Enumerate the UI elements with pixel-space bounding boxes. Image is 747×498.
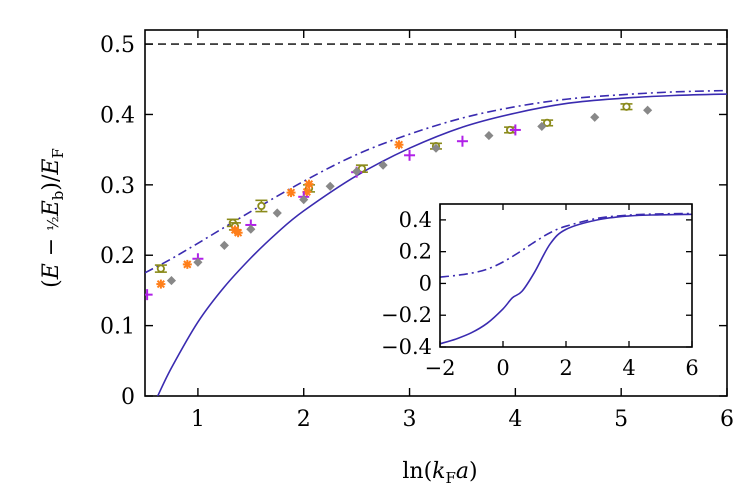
main-plot-border: [144, 29, 728, 397]
y-tick-label: 0.4: [100, 103, 135, 128]
inset-y-tick-label: 0: [419, 271, 432, 295]
y-axis-label: (E − ½Eb)/EF: [39, 148, 67, 288]
gray-diamond-point: [193, 257, 203, 267]
gray-diamond-point: [590, 112, 600, 122]
gray-diamond-point: [378, 160, 388, 170]
main-series: [145, 43, 727, 396]
olive-point: [154, 264, 167, 273]
inset-x-tick-label: −2: [425, 356, 456, 380]
x-tick-label: 3: [403, 407, 417, 432]
magenta-plus-point: [456, 135, 468, 147]
main-ticks: 1 2 3 4 5 6 0 0.1 0.2 0.3 0.4 0.5: [100, 30, 734, 432]
x-tick-label: 1: [191, 407, 205, 432]
gray-diamond-point: [643, 105, 653, 115]
main-dashdot-curve: [145, 89, 727, 274]
gray-diamond-point: [431, 143, 441, 153]
gray-diamond-point: [537, 121, 547, 131]
inset-y-tick-label: −0.2: [381, 303, 432, 327]
inset-x-tick-label: 2: [559, 356, 572, 380]
inset-dashdot-curve: [440, 212, 692, 278]
y-tick-label: 0.5: [100, 33, 135, 58]
inset-series: [440, 212, 692, 345]
x-tick-label: 2: [297, 407, 311, 432]
inset-solid-curve: [440, 213, 692, 345]
gray-diamond-point: [484, 131, 494, 141]
inset-x-tick-label: 4: [622, 356, 635, 380]
y-tick-label: 0.3: [100, 174, 135, 199]
y-tick-label: 0: [121, 385, 135, 410]
gray-diamond-point: [166, 276, 177, 286]
main-plot-frame: [144, 29, 728, 397]
inset-x-tick-label: 6: [685, 356, 698, 380]
inset-plot: −2 0 2 4 6 −0.4 −0.2 0 0.2 0.4: [381, 198, 716, 387]
inset-y-tick-label: 0.4: [399, 208, 432, 232]
x-tick-label: 4: [508, 407, 522, 432]
gray-diamond-point: [219, 240, 229, 250]
inset-background: [382, 198, 716, 387]
x-tick-label: 5: [614, 407, 628, 432]
inset-y-tick-label: −0.4: [381, 335, 432, 359]
gray-diamond-point: [299, 195, 309, 205]
y-tick-label: 0.1: [100, 315, 135, 340]
orange-star-point: [233, 228, 243, 238]
magenta-plus-point: [404, 149, 416, 161]
gray-diamond-point: [325, 181, 335, 191]
orange-star-point: [182, 259, 192, 269]
inset-y-tick-label: 0.2: [399, 240, 432, 264]
y-tick-label: 0.2: [100, 244, 135, 269]
orange-star-point: [394, 140, 404, 150]
inset-x-tick-label: 0: [496, 356, 509, 380]
orange-star-point: [156, 279, 166, 289]
x-axis-label: ln(kFa): [402, 459, 477, 487]
x-tick-label: 6: [720, 407, 734, 432]
svg-text:(E − ½Eb)/EF: (E − ½Eb)/EF: [39, 148, 67, 288]
gray-diamond-point: [352, 166, 362, 177]
olive-point: [620, 102, 633, 111]
gray-diamond-point: [272, 208, 282, 218]
olive-point: [255, 199, 268, 213]
olive-point: [541, 118, 554, 128]
orange-star-point: [286, 188, 296, 198]
magenta-plus-point: [145, 289, 153, 301]
orange-star-point: [304, 179, 314, 189]
gray-diamond-point: [246, 224, 256, 234]
magenta-plus-point: [509, 124, 521, 136]
